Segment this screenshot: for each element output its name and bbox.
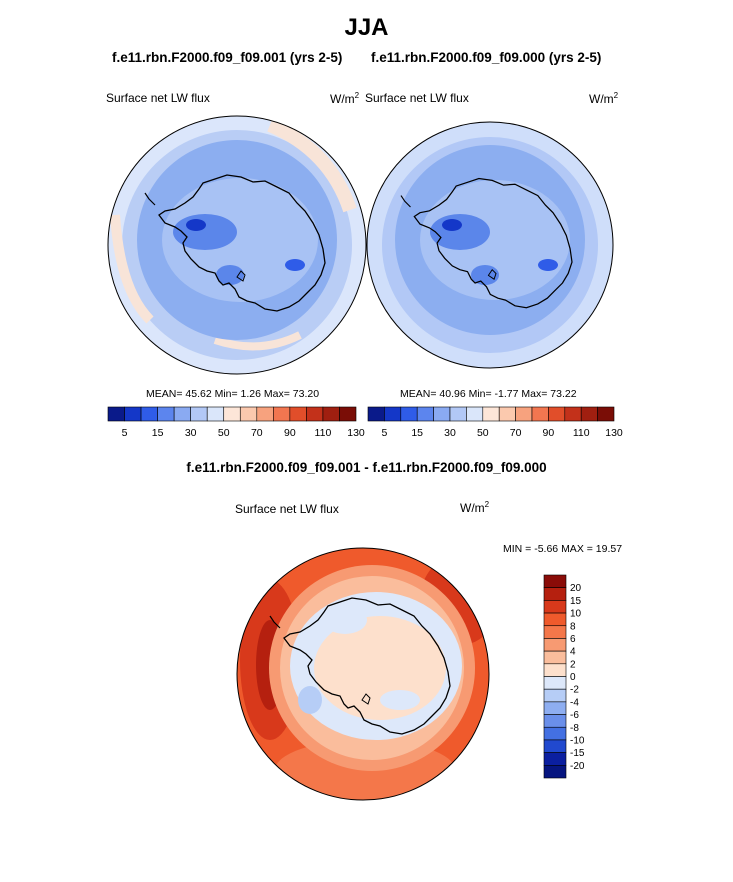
colorbar-left-swatch <box>306 406 324 422</box>
panel-left-units: W/m2 <box>330 91 360 106</box>
difference-colorbar-label: -2 <box>570 685 579 696</box>
colorbar-left: 5 15 30 50 70 90 110 130 <box>107 406 365 439</box>
colorbar-left-swatch <box>322 406 340 422</box>
panel-right-map <box>366 121 614 369</box>
colorbar-right-swatch <box>548 406 566 422</box>
difference-colorbar-swatch <box>543 739 567 753</box>
difference-colorbar-swatch <box>543 714 567 728</box>
colorbar-right-swatch <box>597 406 615 422</box>
difference-variable: Surface net LW flux <box>235 502 339 516</box>
colorbar-left-label: 70 <box>251 427 263 439</box>
colorbar-left-swatch <box>289 406 307 422</box>
colorbar-left-swatch <box>190 406 208 422</box>
panel-right-variable: Surface net LW flux <box>365 91 469 105</box>
colorbar-right-swatch <box>531 406 549 422</box>
difference-colorbar-swatch <box>543 650 567 665</box>
difference-colorbar-label: -8 <box>570 723 579 734</box>
colorbar-left-swatch <box>107 406 125 422</box>
colorbar-right-swatch <box>515 406 533 422</box>
difference-colorbar-swatch <box>543 638 567 652</box>
difference-colorbar-swatch <box>543 625 567 639</box>
colorbar-right-label: 5 <box>381 427 387 439</box>
colorbar-left-label: 30 <box>185 427 197 439</box>
colorbar-left-label: 130 <box>347 427 365 439</box>
colorbar-left-swatch <box>140 406 158 422</box>
colorbar-left-swatch <box>157 406 175 422</box>
colorbar-right-swatch <box>580 406 598 422</box>
panel-right-case-title: f.e11.rbn.F2000.f09_f09.000 (yrs 2-5) <box>371 50 602 65</box>
colorbar-right-label: 130 <box>605 427 623 439</box>
colorbar-left-label: 90 <box>284 427 296 439</box>
colorbar-left-swatch <box>273 406 291 422</box>
difference-units: W/m2 <box>460 500 490 515</box>
panel-left-map <box>107 115 367 375</box>
colorbar-left-label: 50 <box>218 427 230 439</box>
colorbar-right-label: 15 <box>411 427 423 439</box>
panel-left-case-title: f.e11.rbn.F2000.f09_f09.001 (yrs 2-5) <box>112 50 343 65</box>
colorbar-left-label: 110 <box>315 427 332 439</box>
difference-colorbar-label: 6 <box>570 634 576 645</box>
panel-right-stats: MEAN= 40.96 Min= -1.77 Max= 73.22 <box>400 388 577 400</box>
colorbar-left-swatch <box>223 406 241 422</box>
colorbar-right-swatch <box>482 406 500 422</box>
difference-colorbar-label: 20 <box>570 583 582 594</box>
colorbar-left-swatch <box>124 406 142 422</box>
difference-map <box>236 547 490 801</box>
difference-colorbar-label: 15 <box>570 596 582 607</box>
colorbar-left-swatch <box>239 406 258 422</box>
difference-colorbar-swatch <box>543 726 567 741</box>
colorbar-right-swatch <box>400 406 418 422</box>
difference-colorbar-label: 10 <box>570 609 582 620</box>
difference-colorbar-swatch <box>543 612 567 627</box>
colorbar-right-swatch <box>384 406 402 422</box>
difference-colorbar-swatch <box>543 688 567 703</box>
main-title: JJA <box>344 14 389 41</box>
difference-colorbar-label: -6 <box>570 710 579 721</box>
colorbar-right-swatch <box>466 406 484 422</box>
colorbar-left-swatch <box>173 406 191 422</box>
colorbar-right-swatch <box>498 406 516 422</box>
colorbar-right-swatch <box>564 406 582 422</box>
difference-colorbar-swatch <box>543 701 567 715</box>
difference-colorbar-label: -20 <box>570 761 585 772</box>
difference-colorbar-label: -10 <box>570 735 585 746</box>
difference-colorbar-swatch <box>543 765 567 779</box>
difference-colorbar-label: 8 <box>570 621 576 632</box>
colorbar-right-swatch <box>367 406 385 422</box>
difference-colorbar-label: 4 <box>570 647 576 658</box>
colorbar-right-label: 50 <box>477 427 489 439</box>
colorbar-right-label: 70 <box>510 427 522 439</box>
difference-colorbar-swatch <box>543 574 567 588</box>
colorbar-left-swatch <box>256 406 274 422</box>
colorbar-right-swatch <box>433 406 451 422</box>
colorbar-left-swatch <box>206 406 225 422</box>
panel-left-variable: Surface net LW flux <box>106 91 210 105</box>
panel-left-stats: MEAN= 45.62 Min= 1.26 Max= 73.20 <box>146 388 320 400</box>
difference-minmax: MIN = -5.66 MAX = 19.57 <box>503 543 623 555</box>
colorbar-right-label: 90 <box>543 427 555 439</box>
difference-colorbar-label: 0 <box>570 672 576 683</box>
colorbar-left-label: 15 <box>152 427 164 439</box>
colorbar-right-label: 110 <box>573 427 590 439</box>
difference-colorbar-swatch <box>543 676 567 690</box>
colorbar-right-swatch <box>416 406 434 422</box>
difference-colorbar-swatch <box>543 752 567 766</box>
difference-colorbar-swatch <box>543 663 567 677</box>
difference-title: f.e11.rbn.F2000.f09_f09.001 - f.e11.rbn.… <box>186 460 547 475</box>
colorbar-right: 5 15 30 50 70 90 110 130 <box>367 406 623 439</box>
difference-colorbar-label: 2 <box>570 659 576 670</box>
difference-colorbar-swatch <box>543 587 567 601</box>
difference-colorbar-label: -4 <box>570 697 579 708</box>
colorbar-right-swatch <box>449 406 467 422</box>
colorbar-left-swatch <box>339 406 357 422</box>
difference-colorbar-label: -15 <box>570 748 585 759</box>
colorbar-right-label: 30 <box>444 427 456 439</box>
colorbar-left-label: 5 <box>122 427 128 439</box>
panel-right-units: W/m2 <box>589 91 619 106</box>
difference-colorbar-swatch <box>543 600 567 614</box>
